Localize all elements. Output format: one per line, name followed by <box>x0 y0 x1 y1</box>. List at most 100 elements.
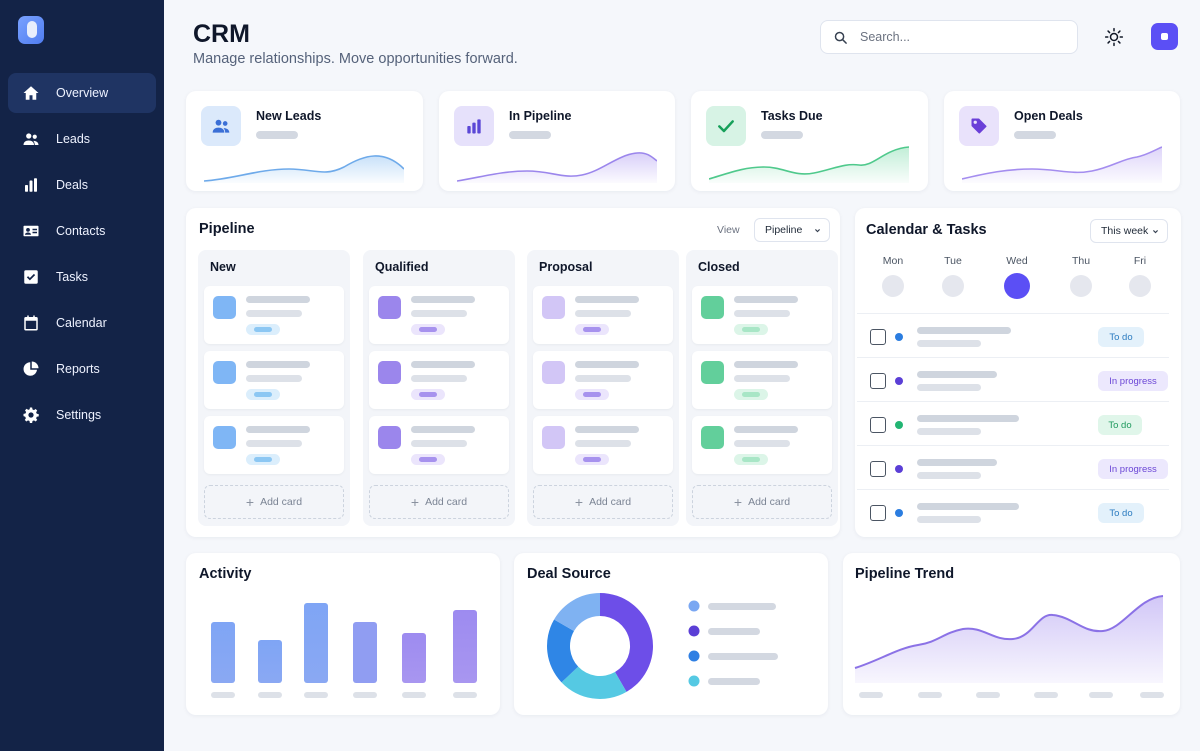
day-fri[interactable] <box>1129 275 1151 297</box>
column-title: Closed <box>698 260 740 274</box>
deal-card[interactable] <box>692 416 832 474</box>
task-checkbox[interactable] <box>870 329 886 345</box>
pipeline-column-new: New + Add card <box>198 250 350 526</box>
kpi-card-tasks-due[interactable]: Tasks Due <box>691 91 928 191</box>
status-badge: In progress <box>1098 371 1168 391</box>
add-card-button[interactable]: + Add card <box>692 485 832 519</box>
task-checkbox[interactable] <box>870 417 886 433</box>
task-dot <box>895 465 903 473</box>
avatar-icon[interactable] <box>1151 23 1178 50</box>
deal-card[interactable] <box>692 286 832 344</box>
search-box[interactable] <box>820 20 1078 54</box>
deal-card[interactable] <box>692 351 832 409</box>
day-tue[interactable] <box>942 275 964 297</box>
deal-card[interactable] <box>369 416 509 474</box>
task-checkbox[interactable] <box>870 373 886 389</box>
deal-card[interactable] <box>369 351 509 409</box>
sidebar-item-label: Leads <box>56 132 91 146</box>
main-content: CRM Manage relationships. Move opportuni… <box>164 0 1200 751</box>
task-row[interactable]: In progress <box>857 357 1169 401</box>
deal-source-title: Deal Source <box>527 566 611 582</box>
calendar-title: Calendar & Tasks <box>866 222 987 238</box>
activity-bar <box>304 603 328 683</box>
day-label: Mon <box>882 255 904 267</box>
add-card-button[interactable]: + Add card <box>204 485 344 519</box>
sidebar-item-reports[interactable]: Reports <box>8 349 156 389</box>
task-checkbox[interactable] <box>870 461 886 477</box>
kpi-card-open-deals[interactable]: Open Deals <box>944 91 1180 191</box>
sidebar-item-tasks[interactable]: Tasks <box>8 257 156 297</box>
users-icon <box>201 106 241 146</box>
pipeline-column-qualified: Qualified + Add card <box>363 250 515 526</box>
sidebar-item-contacts[interactable]: Contacts <box>8 211 156 251</box>
task-row[interactable]: To do <box>857 489 1169 533</box>
sidebar-item-label: Deals <box>56 178 88 192</box>
kpi-label: In Pipeline <box>509 109 572 123</box>
status-badge: To do <box>1098 415 1142 435</box>
activity-bar <box>402 633 426 683</box>
kpi-label: Open Deals <box>1014 109 1083 123</box>
task-row[interactable]: In progress <box>857 445 1169 489</box>
day-label: Thu <box>1071 255 1091 267</box>
app-logo[interactable] <box>18 16 44 44</box>
sidebar-item-label: Contacts <box>56 224 106 238</box>
id-card-icon <box>23 225 39 237</box>
deal-card[interactable] <box>533 286 673 344</box>
deal-card[interactable] <box>533 416 673 474</box>
pipeline-trend-chart <box>854 595 1164 698</box>
deal-card[interactable] <box>533 351 673 409</box>
kpi-card-in-pipeline[interactable]: In Pipeline <box>439 91 675 191</box>
kpi-value-placeholder <box>1014 131 1056 139</box>
chevron-down-icon <box>1153 230 1158 234</box>
pie-chart-icon <box>23 361 39 376</box>
activity-title: Activity <box>199 566 252 582</box>
sidebar-item-calendar[interactable]: Calendar <box>8 303 156 343</box>
tag-icon <box>959 106 999 146</box>
activity-bar <box>453 610 477 683</box>
kpi-card-new-leads[interactable]: New Leads <box>186 91 423 191</box>
task-dot <box>895 421 903 429</box>
day-label: Fri <box>1133 255 1147 267</box>
view-dropdown[interactable]: Pipeline <box>754 218 830 242</box>
trend-line <box>854 595 1164 669</box>
activity-bar-chart <box>211 603 477 698</box>
task-dot <box>895 377 903 385</box>
donut-slice <box>600 593 654 692</box>
sidebar-item-settings[interactable]: Settings <box>8 395 156 435</box>
pipeline-trend-title: Pipeline Trend <box>855 566 955 582</box>
checkbox-icon <box>24 270 38 284</box>
donut-slice <box>547 619 579 683</box>
activity-panel <box>186 553 500 715</box>
deal-card[interactable] <box>204 416 344 474</box>
pipeline-column-proposal: Proposal + Add card <box>527 250 679 526</box>
deal-card[interactable] <box>204 286 344 344</box>
deal-card[interactable] <box>369 286 509 344</box>
day-thu[interactable] <box>1070 275 1092 297</box>
sun-icon[interactable] <box>1104 27 1124 47</box>
search-input[interactable] <box>860 30 1060 44</box>
sidebar-item-deals[interactable]: Deals <box>8 165 156 205</box>
sidebar-item-label: Tasks <box>56 270 88 284</box>
task-dot <box>895 509 903 517</box>
column-title: Qualified <box>375 260 429 274</box>
donut-slice <box>554 593 600 631</box>
view-label: View <box>717 224 740 236</box>
deal-card[interactable] <box>204 351 344 409</box>
add-card-button[interactable]: + Add card <box>369 485 509 519</box>
day-mon[interactable] <box>882 275 904 297</box>
sidebar-item-overview[interactable]: Overview <box>8 73 156 113</box>
task-row[interactable]: To do <box>857 401 1169 445</box>
task-checkbox[interactable] <box>870 505 886 521</box>
sidebar-item-leads[interactable]: Leads <box>8 119 156 159</box>
kpi-sparkline <box>204 155 404 183</box>
week-dropdown[interactable]: This week <box>1090 219 1168 243</box>
kpi-sparkline <box>709 146 909 183</box>
search-icon <box>834 31 847 44</box>
activity-bar <box>353 622 377 683</box>
task-row[interactable]: To do <box>857 313 1169 357</box>
sidebar-item-label: Calendar <box>56 316 107 330</box>
activity-bar <box>258 640 282 683</box>
day-wed-selected[interactable] <box>1004 273 1030 299</box>
add-card-button[interactable]: + Add card <box>533 485 673 519</box>
column-title: Proposal <box>539 260 593 274</box>
